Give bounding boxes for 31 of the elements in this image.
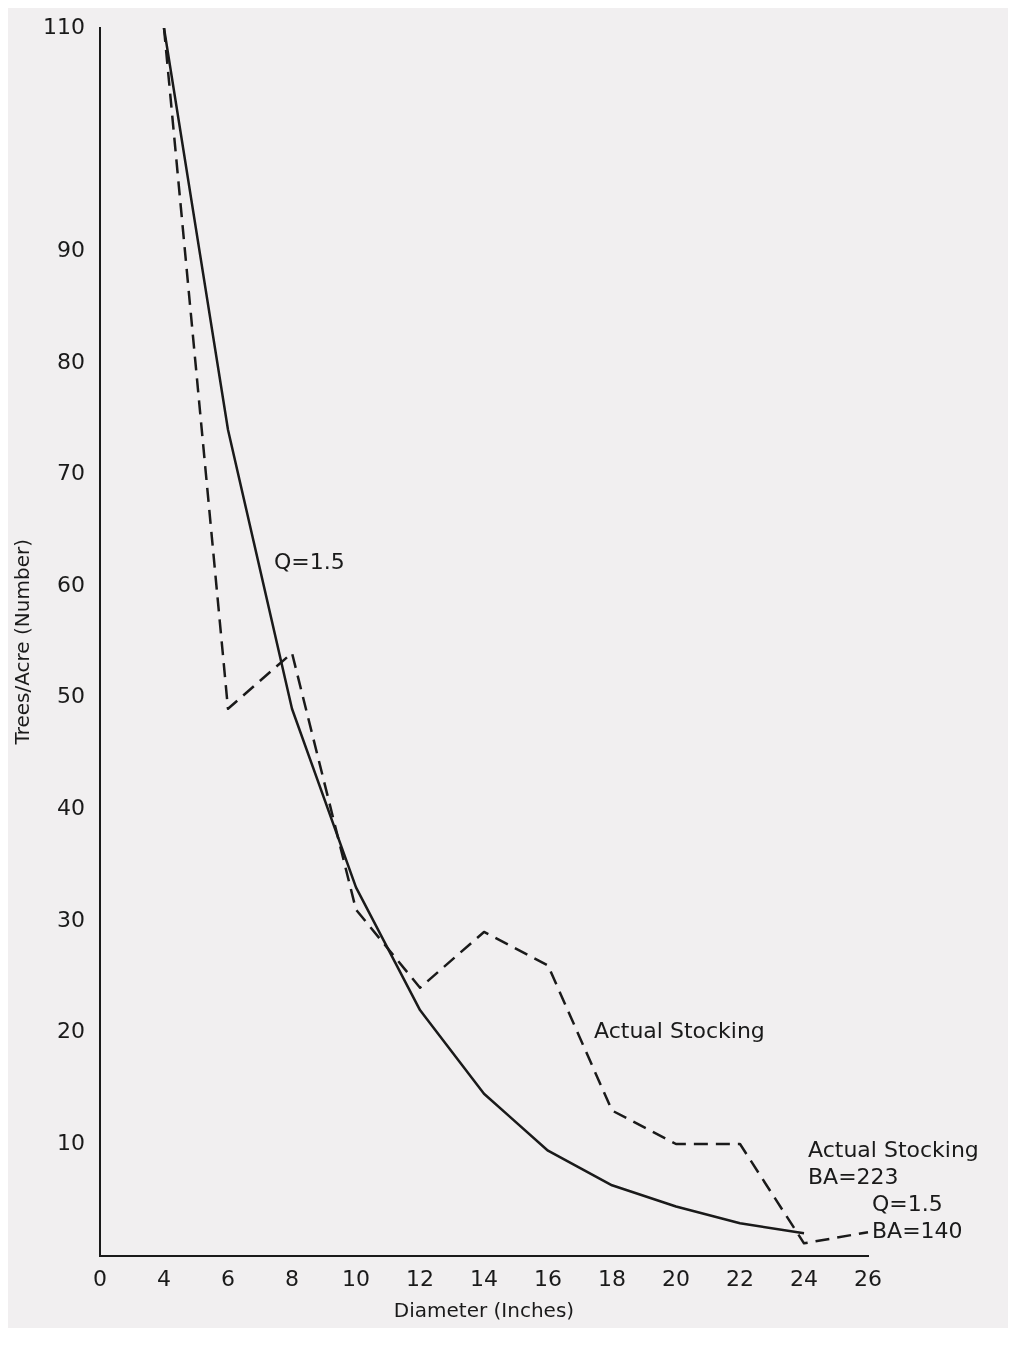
annotation: BA=223	[808, 1164, 899, 1190]
y-tick-label: 60	[56, 571, 85, 597]
x-tick-label: 0	[92, 1265, 107, 1291]
y-tick-label: 30	[56, 906, 85, 932]
x-tick-label: 14	[470, 1265, 498, 1291]
y-tick-label: 90	[56, 236, 85, 262]
y-tick-label: 80	[56, 348, 85, 374]
x-tick-label: 26	[854, 1265, 882, 1291]
x-tick-label: 4	[156, 1265, 171, 1291]
series-label: Actual Stocking	[594, 1017, 765, 1043]
annotation: Actual Stocking	[808, 1137, 979, 1163]
x-tick-label: 18	[598, 1265, 626, 1291]
y-axis-title: Trees/Acre (Number)	[10, 539, 35, 746]
x-tick-label: 16	[534, 1265, 562, 1291]
x-tick-label: 22	[726, 1265, 754, 1291]
series-label: Q=1.5	[273, 548, 345, 574]
y-tick-label: 110	[42, 13, 85, 39]
y-tick-label: 20	[56, 1018, 85, 1044]
y-tick-label: 70	[56, 460, 85, 486]
x-tick-label: 8	[284, 1265, 299, 1291]
y-tick-label: 50	[56, 683, 85, 709]
x-tick-label: 10	[341, 1265, 370, 1291]
text: Q=1.5	[872, 1191, 943, 1217]
x-tick-label: 6	[220, 1265, 235, 1291]
x-tick-label: 20	[662, 1265, 690, 1291]
x-axis-title: Diameter (Inches)	[393, 1298, 575, 1323]
text: BA=140	[872, 1218, 963, 1244]
y-tick-label: 40	[56, 794, 85, 820]
x-tick-label: 12	[405, 1265, 434, 1291]
y-tick-label: 10	[56, 1129, 85, 1155]
x-tick-label: 24	[790, 1265, 818, 1291]
